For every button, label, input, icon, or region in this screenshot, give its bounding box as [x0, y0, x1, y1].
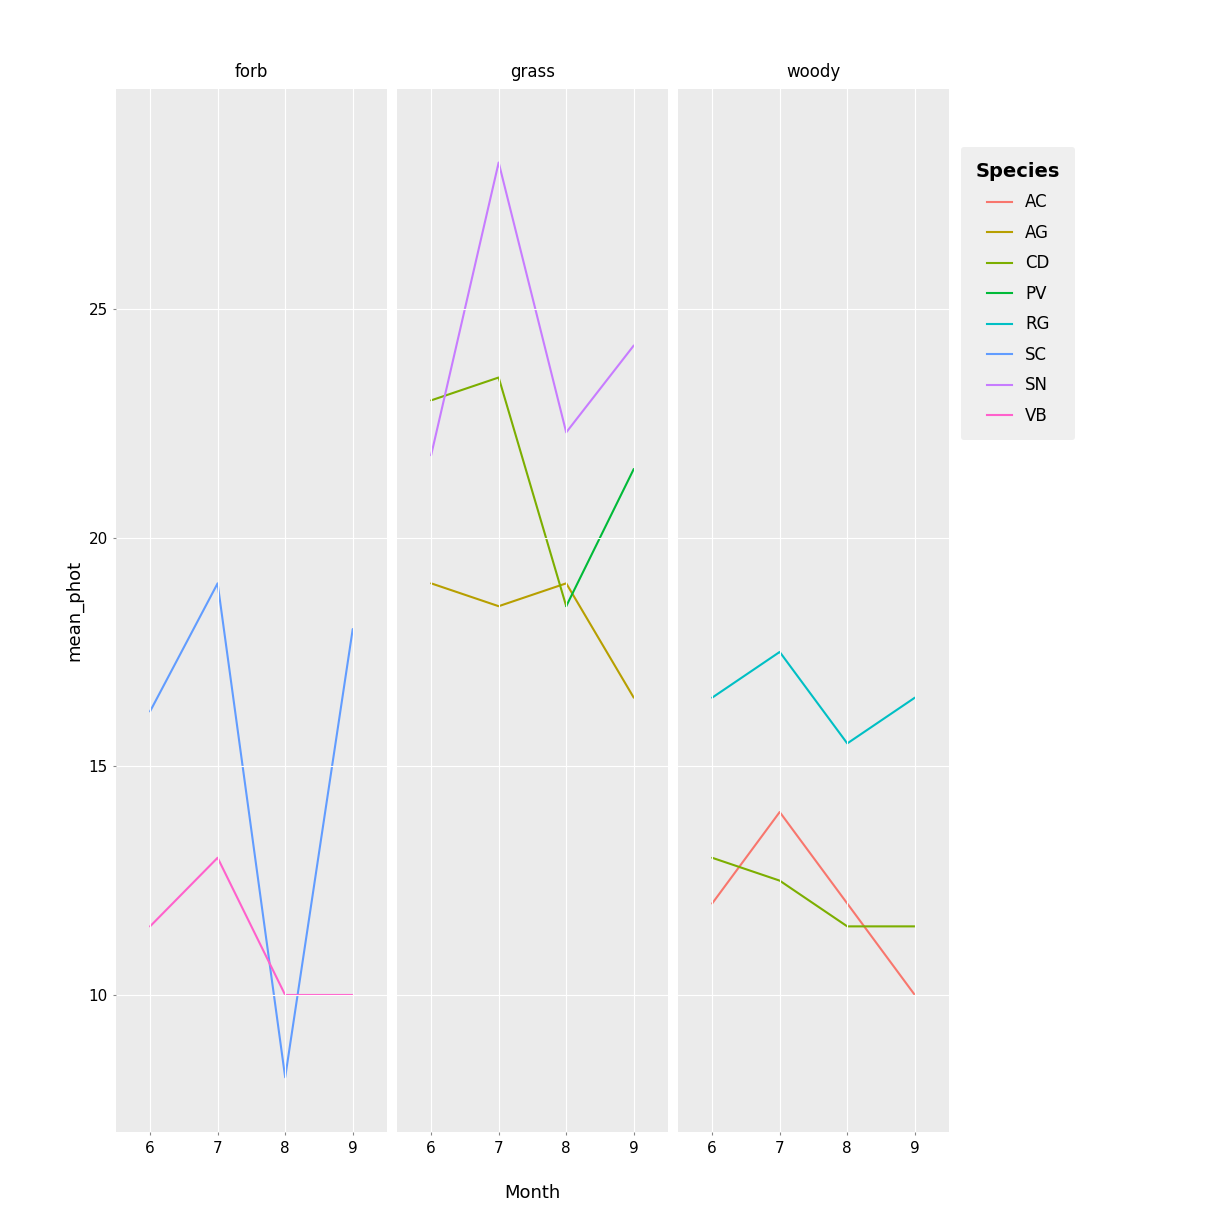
Text: forb: forb	[235, 64, 268, 81]
Text: Month: Month	[504, 1185, 561, 1202]
Y-axis label: mean_phot: mean_phot	[65, 561, 83, 661]
Text: woody: woody	[786, 64, 841, 81]
Text: grass: grass	[510, 64, 554, 81]
Legend: AC, AG, CD, PV, RG, SC, SN, VB: AC, AG, CD, PV, RG, SC, SN, VB	[961, 147, 1075, 439]
